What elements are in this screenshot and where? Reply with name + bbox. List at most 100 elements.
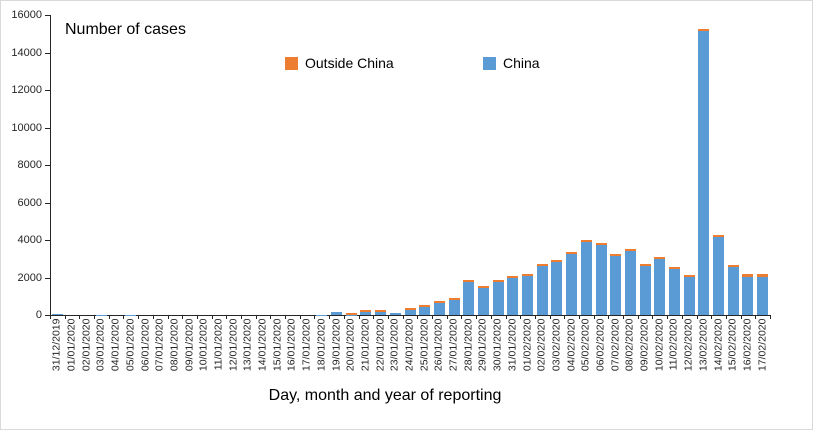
x-tick-label: 15/01/2020 <box>271 318 284 372</box>
legend-item-outside-china: Outside China <box>285 55 394 71</box>
y-tick-label: 14000 <box>11 46 42 59</box>
bar-china <box>580 242 592 315</box>
bar-outside-china <box>742 274 754 278</box>
x-tick-label: 06/02/2020 <box>594 318 607 372</box>
x-tick-label: 28/01/2020 <box>462 318 475 372</box>
y-tick-label: 0 <box>35 309 42 321</box>
bar-china <box>522 275 534 315</box>
x-axis-tick <box>241 315 243 319</box>
x-axis-tick <box>593 315 595 319</box>
x-tick-label: 16/01/2020 <box>285 318 298 372</box>
x-axis <box>50 315 771 316</box>
x-tick-label: 02/01/2020 <box>80 318 93 372</box>
x-axis-tick <box>608 315 610 319</box>
x-tick-label: 01/02/2020 <box>521 318 534 372</box>
x-tick-label: 11/02/2020 <box>667 318 680 371</box>
bar-china <box>742 277 754 315</box>
y-axis <box>50 15 51 316</box>
x-axis-tick <box>182 315 184 319</box>
x-axis-tick <box>123 315 125 319</box>
x-axis-tick <box>138 315 140 319</box>
x-tick-label: 07/01/2020 <box>153 318 166 372</box>
y-tick-label: 2000 <box>17 271 42 284</box>
bar-outside-china <box>654 257 666 260</box>
x-tick-label: 03/02/2020 <box>550 318 563 372</box>
x-tick-label: 04/02/2020 <box>565 318 578 372</box>
bar-outside-china <box>522 273 534 276</box>
bar-outside-china <box>551 260 563 263</box>
bar-outside-china <box>419 304 431 307</box>
bar-china <box>654 259 666 315</box>
x-tick-label: 21/01/2020 <box>359 318 372 372</box>
bar-china <box>419 306 431 315</box>
x-tick-label: 06/01/2020 <box>139 318 151 372</box>
x-tick-label: 09/01/2020 <box>183 318 196 372</box>
x-axis-tick <box>696 315 698 319</box>
x-tick-label: 16/02/2020 <box>741 318 754 372</box>
bar-outside-china <box>727 265 739 268</box>
bar-outside-china <box>463 280 475 283</box>
y-axis-tick <box>45 90 50 91</box>
x-axis-tick <box>534 315 536 319</box>
x-tick-label: 29/01/2020 <box>476 318 489 372</box>
bar-outside-china <box>433 300 445 303</box>
y-tick-label: 10000 <box>11 121 42 134</box>
y-tick-label: 4000 <box>17 234 42 246</box>
x-tick-label: 12/02/2020 <box>682 318 695 372</box>
x-axis-tick <box>50 315 51 319</box>
x-axis-tick <box>446 315 448 319</box>
x-axis-tick <box>226 315 228 319</box>
bar-china <box>404 310 416 315</box>
x-axis-tick <box>329 315 331 319</box>
legend-swatch-china-icon <box>483 56 496 70</box>
x-tick-label: 18/01/2020 <box>315 318 328 372</box>
x-tick-label: 20/01/2020 <box>344 318 357 372</box>
x-axis-tick <box>152 315 154 319</box>
x-tick-label: 04/01/2020 <box>109 318 122 372</box>
bar-china <box>639 266 651 315</box>
x-tick-label: 13/01/2020 <box>241 318 254 372</box>
x-tick-label: 24/01/2020 <box>403 318 416 372</box>
x-axis-tick <box>740 315 742 319</box>
x-tick-label: 03/01/2020 <box>94 318 107 372</box>
x-axis-tick <box>417 315 419 319</box>
x-axis-tick <box>549 315 551 319</box>
x-tick-label: 25/01/2020 <box>418 318 431 372</box>
bar-china <box>389 313 401 315</box>
bar-outside-china <box>595 243 607 246</box>
bar-china <box>492 282 504 315</box>
y-tick-label: 12000 <box>11 84 42 96</box>
x-axis-tick <box>211 315 213 319</box>
x-tick-label: 14/02/2020 <box>712 318 725 372</box>
x-axis-tick <box>79 315 81 319</box>
y-axis-tick <box>45 15 50 16</box>
bar-china <box>51 314 63 315</box>
x-tick-label: 10/01/2020 <box>197 318 210 372</box>
y-tick-label: 16000 <box>11 9 42 21</box>
y-axis-tick <box>45 127 50 129</box>
x-tick-label: 08/02/2020 <box>623 318 636 372</box>
bar-china <box>375 312 387 315</box>
bar-china <box>507 277 519 315</box>
x-tick-label: 01/01/2020 <box>65 318 78 372</box>
x-axis-tick <box>755 315 757 319</box>
y-axis-tick <box>45 202 50 204</box>
x-tick-label: 27/01/2020 <box>447 318 460 372</box>
bar-outside-china <box>610 253 622 256</box>
x-axis-tick <box>94 315 96 319</box>
x-axis-tick <box>681 315 683 319</box>
x-axis-tick <box>652 315 654 319</box>
x-tick-label: 08/01/2020 <box>168 318 181 372</box>
bar-outside-china <box>536 264 548 267</box>
bar-outside-china <box>345 312 357 315</box>
bar-outside-china <box>477 285 489 288</box>
bar-outside-china <box>698 29 710 32</box>
bar-outside-china <box>375 310 387 313</box>
bar-outside-china <box>492 280 504 283</box>
bar-china <box>551 262 563 315</box>
x-tick-label: 22/01/2020 <box>374 318 387 372</box>
bar-china <box>698 31 710 315</box>
bar-outside-china <box>639 264 651 267</box>
x-axis-tick <box>108 315 110 319</box>
